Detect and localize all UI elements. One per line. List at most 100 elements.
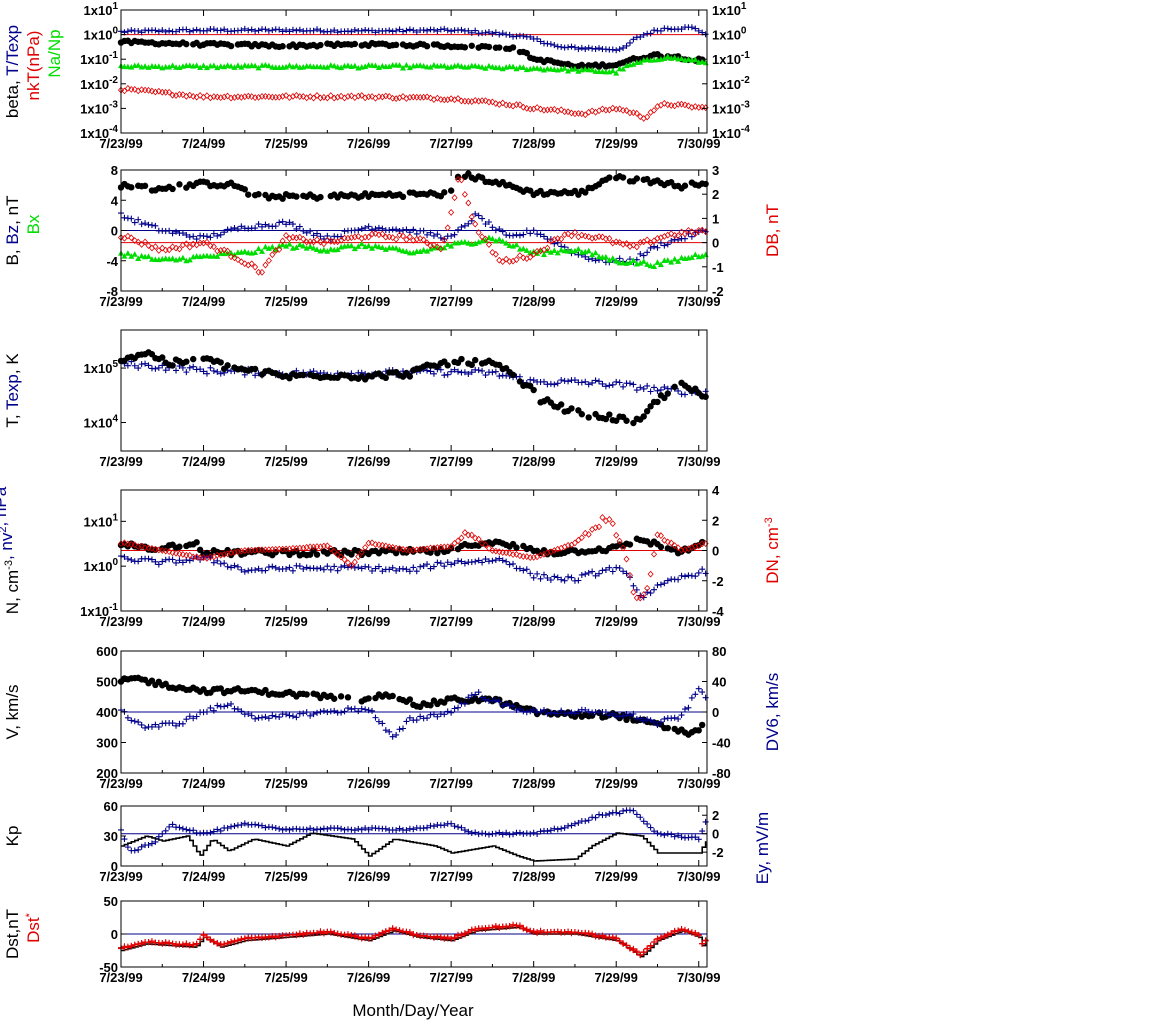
data-point [472, 356, 479, 364]
data-point [589, 107, 596, 115]
right-axis-label: DB, nT [763, 204, 782, 257]
data-point [609, 568, 616, 575]
data-point [633, 243, 640, 251]
x-tick-label: 7/30/99 [677, 869, 720, 884]
data-point [324, 248, 331, 254]
data-point [121, 87, 128, 95]
data-point [685, 226, 692, 234]
data-point [393, 827, 400, 834]
data-point [692, 691, 699, 698]
right-y-tick-label: -2 [712, 284, 724, 299]
data-point [406, 930, 413, 937]
data-point [262, 61, 269, 68]
data-point [265, 27, 272, 34]
data-point [630, 381, 637, 388]
data-point [582, 46, 589, 53]
x-tick-label: 7/24/99 [182, 614, 225, 629]
data-point [217, 560, 224, 567]
data-point [396, 231, 403, 239]
data-point [331, 563, 338, 570]
data-point [358, 548, 365, 556]
data-point [527, 33, 534, 40]
data-point [145, 86, 152, 94]
data-point [537, 575, 544, 582]
x-tick-label: 7/29/99 [595, 776, 638, 791]
data-point [310, 245, 317, 251]
data-point [179, 825, 186, 832]
data-point [197, 366, 204, 373]
data-point [417, 62, 424, 68]
data-point [513, 256, 520, 263]
data-point [269, 243, 276, 250]
data-point [252, 567, 259, 574]
data-point [437, 234, 444, 241]
x-tick-label: 7/25/99 [264, 970, 307, 985]
data-point [399, 193, 407, 200]
data-point [561, 824, 568, 831]
data-point [527, 830, 534, 837]
series-bfield-3 [117, 176, 709, 276]
data-point [699, 940, 706, 947]
data-point [654, 259, 661, 265]
data-point [537, 231, 544, 238]
data-point [214, 940, 221, 947]
data-point [183, 369, 190, 376]
series-temp-1 [117, 349, 709, 427]
data-point [234, 256, 241, 264]
data-point [633, 586, 640, 593]
data-point [238, 936, 245, 943]
x-tick-label: 7/25/99 [264, 136, 307, 151]
data-point [455, 226, 462, 233]
data-point [228, 700, 235, 707]
data-point [365, 242, 372, 249]
data-point [654, 387, 661, 394]
data-point [675, 387, 682, 394]
data-point [138, 542, 145, 550]
data-point [348, 28, 355, 35]
data-point [489, 224, 496, 231]
data-point [341, 228, 348, 235]
data-point [527, 708, 534, 715]
data-point [444, 241, 451, 247]
data-point [224, 940, 231, 947]
data-point [565, 710, 572, 717]
data-point [203, 233, 210, 240]
data-point [210, 707, 217, 714]
data-point [231, 224, 238, 231]
data-point [664, 830, 671, 837]
data-point [276, 93, 283, 101]
data-point [451, 194, 458, 202]
data-point [568, 574, 575, 581]
data-point [623, 711, 630, 717]
data-point [135, 62, 142, 68]
data-point [592, 572, 599, 579]
x-tick-label: 7/28/99 [512, 454, 555, 469]
data-point [585, 708, 592, 715]
data-point [699, 253, 706, 259]
data-point [317, 41, 324, 49]
data-point [128, 942, 135, 949]
x-tick-label: 7/25/99 [264, 294, 307, 309]
data-point [692, 230, 699, 237]
data-point [537, 708, 544, 715]
data-point [358, 92, 365, 99]
data-point [472, 97, 479, 104]
data-point [520, 245, 527, 252]
data-point [561, 65, 568, 71]
data-point [393, 926, 400, 933]
data-point [186, 243, 193, 251]
data-point [183, 26, 190, 33]
data-point [530, 377, 537, 384]
data-point [472, 691, 479, 698]
data-point [221, 941, 228, 948]
data-point [365, 935, 372, 942]
data-point [173, 559, 180, 566]
data-point [510, 703, 517, 710]
data-point [637, 594, 644, 602]
data-point [461, 560, 468, 567]
data-point [327, 545, 334, 553]
data-point [234, 93, 241, 101]
data-point [238, 708, 245, 715]
data-point [506, 101, 513, 109]
data-point [121, 553, 128, 560]
